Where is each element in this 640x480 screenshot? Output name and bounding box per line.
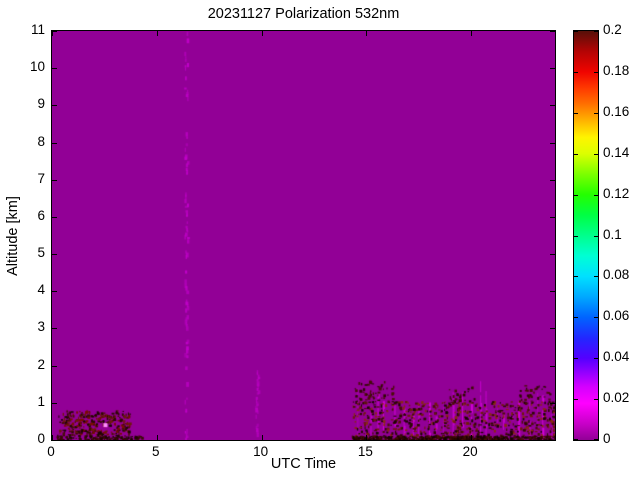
x-tick-label: 15	[357, 444, 373, 459]
y-tick-label: 10	[29, 59, 45, 75]
y-tick-mark	[550, 328, 555, 329]
colorbar-tick-label: 0.04	[603, 349, 630, 365]
y-tick-mark	[550, 403, 555, 404]
y-tick-mark	[52, 291, 57, 292]
colorbar-tick-mark	[574, 195, 578, 196]
colorbar-tick-mark	[594, 276, 598, 277]
y-tick-mark	[52, 31, 57, 32]
colorbar-tick-mark	[594, 31, 598, 32]
colorbar	[573, 30, 599, 441]
y-tick-label: 8	[37, 133, 45, 149]
colorbar-tick-label: 0.06	[603, 308, 630, 324]
y-tick-label: 9	[37, 96, 45, 112]
colorbar-tick-mark	[574, 113, 578, 114]
chart-title: 20231127 Polarization 532nm	[207, 6, 400, 22]
colorbar-tick-label: 0.14	[603, 144, 630, 160]
y-tick-label: 3	[37, 319, 45, 335]
colorbar-tick-mark	[594, 439, 598, 440]
colorbar-tick-mark	[574, 31, 578, 32]
colorbar-tick-mark	[574, 72, 578, 73]
colorbar-tick-label: 0.1	[603, 226, 622, 242]
y-tick-mark	[52, 366, 57, 367]
y-tick-mark	[550, 105, 555, 106]
y-tick-label: 6	[37, 207, 45, 223]
y-tick-mark	[550, 366, 555, 367]
colorbar-tick-mark	[594, 113, 598, 114]
y-tick-label: 4	[37, 282, 45, 298]
colorbar-tick-mark	[594, 236, 598, 237]
colorbar-tick-mark	[594, 317, 598, 318]
y-tick-mark	[550, 31, 555, 32]
colorbar-tick-mark	[574, 236, 578, 237]
x-tick-mark	[157, 31, 158, 36]
y-tick-mark	[550, 217, 555, 218]
y-tick-mark	[52, 254, 57, 255]
y-tick-label: 5	[37, 245, 45, 261]
x-tick-label: 10	[253, 444, 269, 459]
colorbar-tick-mark	[574, 358, 578, 359]
y-tick-mark	[550, 68, 555, 69]
y-tick-label: 0	[37, 431, 45, 446]
colorbar-tick-mark	[574, 399, 578, 400]
x-tick-mark	[471, 435, 472, 440]
colorbar-tick-mark	[574, 317, 578, 318]
x-tick-mark	[366, 31, 367, 36]
colorbar-tick-label: 0.16	[603, 103, 630, 119]
y-tick-label: 1	[37, 393, 45, 409]
x-axis-label: UTC Time	[270, 456, 337, 472]
colorbar-tick-label: 0.12	[603, 185, 630, 201]
y-tick-mark	[550, 254, 555, 255]
y-tick-mark	[52, 143, 57, 144]
x-tick-mark	[366, 435, 367, 440]
heatmap-canvas	[52, 31, 555, 440]
x-tick-mark	[471, 31, 472, 36]
x-tick-mark	[52, 435, 53, 440]
colorbar-tick-label: 0	[603, 431, 611, 446]
y-tick-mark	[52, 105, 57, 106]
colorbar-tick-mark	[594, 358, 598, 359]
y-axis-label: Altitude [km]	[5, 196, 21, 276]
colorbar-tick-mark	[594, 195, 598, 196]
y-tick-mark	[52, 180, 57, 181]
y-tick-label: 7	[37, 170, 45, 186]
colorbar-tick-mark	[574, 439, 578, 440]
colorbar-tick-mark	[594, 72, 598, 73]
y-tick-mark	[550, 440, 555, 441]
colorbar-tick-label: 0.02	[603, 390, 630, 406]
colorbar-tick-mark	[574, 154, 578, 155]
x-tick-mark	[262, 435, 263, 440]
y-tick-mark	[52, 68, 57, 69]
colorbar-tick-mark	[574, 276, 578, 277]
x-tick-mark	[52, 31, 53, 36]
colorbar-tick-label: 0.2	[603, 22, 622, 37]
y-tick-mark	[52, 440, 57, 441]
y-tick-label: 2	[37, 356, 45, 372]
y-tick-label: 11	[30, 22, 45, 37]
x-tick-label: 20	[462, 444, 478, 459]
y-tick-mark	[550, 180, 555, 181]
x-tick-label: 5	[152, 444, 160, 459]
x-tick-mark	[262, 31, 263, 36]
colorbar-tick-label: 0.08	[603, 267, 630, 283]
x-tick-label: 0	[47, 444, 55, 459]
colorbar-tick-mark	[594, 399, 598, 400]
y-tick-mark	[52, 403, 57, 404]
y-tick-mark	[52, 217, 57, 218]
x-tick-mark	[157, 435, 158, 440]
y-tick-mark	[52, 328, 57, 329]
y-tick-mark	[550, 291, 555, 292]
plot-area	[51, 30, 556, 441]
colorbar-tick-mark	[594, 154, 598, 155]
colorbar-tick-label: 0.18	[603, 62, 630, 78]
y-tick-mark	[550, 143, 555, 144]
